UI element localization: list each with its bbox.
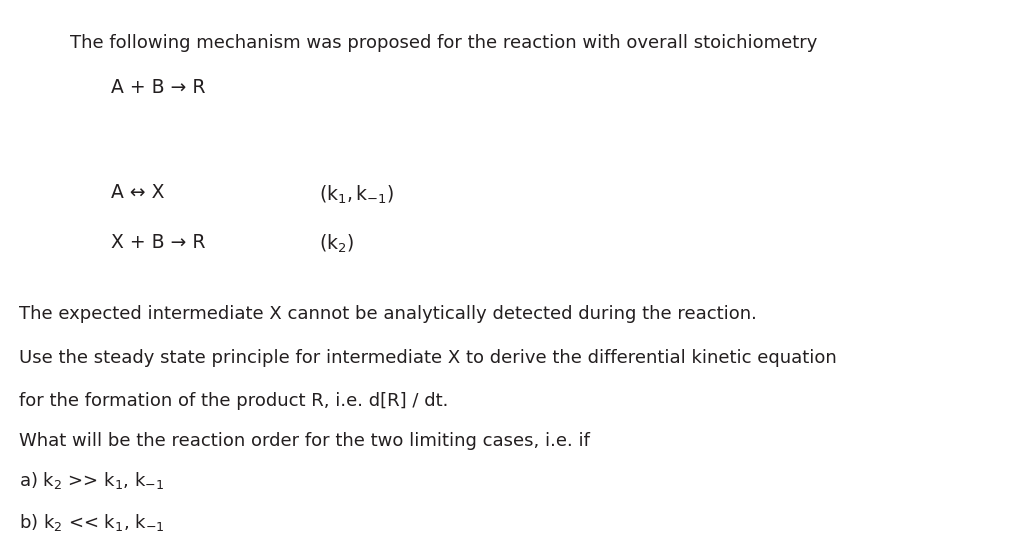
Text: $\mathregular{(k_1, k_{-1})}$: $\mathregular{(k_1, k_{-1})}$ — [319, 183, 394, 205]
Text: a) k$_2$ >> k$_1$, k$_{-1}$: a) k$_2$ >> k$_1$, k$_{-1}$ — [19, 470, 164, 491]
Text: for the formation of the product R, i.e. d[R] / dt.: for the formation of the product R, i.e.… — [19, 392, 448, 410]
Text: The following mechanism was proposed for the reaction with overall stoichiometry: The following mechanism was proposed for… — [70, 34, 817, 52]
Text: Use the steady state principle for intermediate X to derive the differential kin: Use the steady state principle for inter… — [19, 349, 837, 367]
Text: X + B → R: X + B → R — [111, 233, 206, 252]
Text: b) k$_2$ << k$_1$, k$_{-1}$: b) k$_2$ << k$_1$, k$_{-1}$ — [19, 512, 164, 533]
Text: What will be the reaction order for the two limiting cases, i.e. if: What will be the reaction order for the … — [19, 432, 590, 450]
Text: A ↔ X: A ↔ X — [111, 183, 165, 202]
Text: The expected intermediate X cannot be analytically detected during the reaction.: The expected intermediate X cannot be an… — [19, 305, 756, 323]
Text: $\mathregular{(k_2)}$: $\mathregular{(k_2)}$ — [319, 233, 354, 255]
Text: A + B → R: A + B → R — [111, 78, 206, 97]
